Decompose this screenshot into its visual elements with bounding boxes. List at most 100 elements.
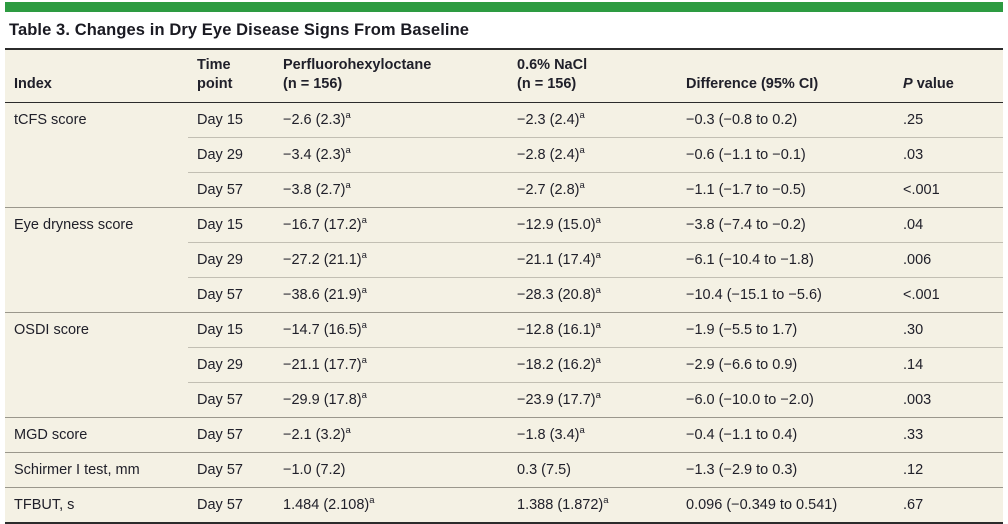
time-point-cell: Day 57 (188, 417, 274, 453)
table-row: Day 57 −29.9 (17.8)a −23.9 (17.7)a −6.0 (−1… (5, 382, 1003, 418)
p-value-cell: .25 (903, 112, 924, 128)
p-value-cell: .33 (894, 417, 1003, 453)
footnote-marker: a (579, 425, 585, 437)
index-cell: OSDI score (5, 312, 188, 418)
results-table: Index Time point Perfluorohexyloctane (n… (5, 48, 1003, 524)
header-drug: Perfluorohexyloctane (n = 156) (274, 49, 508, 103)
index-cell: TFBUT, s (5, 487, 188, 523)
table-row: MGD score Day 57 −2.1 (3.2)a −1.8 (3.4)a −0.… (5, 417, 1003, 453)
footnote-marker: a (345, 425, 351, 437)
p-value-cell: .12 (894, 452, 1003, 488)
drug-value-cell: −27.2 (21.1)a (274, 242, 508, 278)
footnote-marker: a (603, 495, 609, 507)
p-value-cell: .003 (894, 382, 1003, 418)
header-index: Index (5, 49, 188, 103)
drug-value-cell: −3.4 (2.3)a (274, 137, 508, 173)
difference-cell: −10.4 (−15.1 to −5.6) (677, 277, 894, 313)
header-row: Index Time point Perfluorohexyloctane (n… (5, 49, 1003, 103)
header-p-value: P value (894, 49, 1003, 103)
control-value-cell: −1.8 (3.4)a (508, 417, 677, 453)
control-value-cell: 0.3 (7.5) (508, 452, 677, 488)
drug-value-cell: −2.1 (3.2)a (274, 417, 508, 453)
table-row: OSDI score Day 15 −14.7 (16.5)a −12.8 (16.1… (5, 312, 1003, 418)
time-point-cell: Day 57 (188, 172, 274, 208)
index-cell: tCFS score (14, 112, 87, 128)
control-value-cell: −2.7 (2.8)a (508, 172, 677, 208)
footnote-marker: a (361, 250, 367, 262)
footnote-marker: a (579, 180, 585, 192)
time-point-cell: Day 57 (188, 277, 274, 313)
time-point-cell: Day 15 (188, 312, 274, 348)
drug-value-cell: −1.0 (7.2) (274, 452, 508, 488)
footnote-marker: a (579, 145, 585, 157)
header-time-point: Time point (188, 49, 274, 103)
footnote-marker: a (361, 285, 367, 297)
difference-cell: −6.0 (−10.0 to −2.0) (677, 382, 894, 418)
time-point-cell: Day 29 (188, 242, 274, 278)
footnote-marker: a (595, 215, 601, 227)
table-row: Day 29 −3.4 (2.3)a −2.8 (2.4)a −0.6 (−1.1 t… (5, 137, 1003, 173)
p-value-cell: <.001 (894, 172, 1003, 208)
footnote-marker: a (345, 145, 351, 157)
time-point-cell: Day 15 (188, 207, 274, 243)
difference-cell: −0.4 (−1.1 to 0.4) (677, 417, 894, 453)
time-point-cell: Day 29 (188, 347, 274, 383)
difference-cell: −1.9 (−5.5 to 1.7) (677, 312, 894, 348)
drug-value-cell: −14.7 (16.5)a (274, 312, 508, 348)
table-body: tCFS score Day 15 −2.6 (2.3)a −2.3 (2.4)a −0… (5, 103, 1003, 523)
table-row: Day 29 −21.1 (17.7)a −18.2 (16.2)a −2.9 (−6… (5, 347, 1003, 383)
time-point-cell: Day 57 (188, 382, 274, 418)
p-value-cell: .006 (894, 242, 1003, 278)
control-value-cell: −12.8 (16.1)a (508, 312, 677, 348)
control-value-cell: −2.8 (2.4)a (508, 137, 677, 173)
difference-cell: −2.9 (−6.6 to 0.9) (677, 347, 894, 383)
difference-cell: −0.3 (−0.8 to 0.2) (686, 112, 798, 128)
control-value-cell: −23.9 (17.7)a (508, 382, 677, 418)
table-row: Day 29 −27.2 (21.1)a −21.1 (17.4)a −6.1 (−1… (5, 242, 1003, 278)
drug-value-cell: 1.484 (2.108)a (274, 487, 508, 523)
control-value-cell: 1.388 (1.872)a (508, 487, 677, 523)
drug-value-cell: −38.6 (21.9)a (274, 277, 508, 313)
difference-cell: −1.1 (−1.7 to −0.5) (677, 172, 894, 208)
table-row: Schirmer I test, mm Day 57 −1.0 (7.2) 0.3 (… (5, 452, 1003, 488)
accent-bar (5, 2, 1003, 12)
footnote-marker: a (579, 110, 585, 122)
header-control: 0.6% NaCl (n = 156) (508, 49, 677, 103)
index-cell: MGD score (5, 417, 188, 453)
footnote-marker: a (361, 320, 367, 332)
p-value-cell: <.001 (894, 277, 1003, 313)
drug-value-cell: −2.6 (2.3)a (283, 110, 351, 128)
control-value-cell: −18.2 (16.2)a (508, 347, 677, 383)
footnote-marker: a (369, 495, 375, 507)
control-value-cell: −28.3 (20.8)a (508, 277, 677, 313)
control-value-cell: −21.1 (17.4)a (508, 242, 677, 278)
table-title: Table 3. Changes in Dry Eye Disease Sign… (9, 21, 470, 39)
p-value-cell: .04 (894, 207, 1003, 243)
table-row: Eye dryness score Day 15 −16.7 (17.2)a −12.… (5, 207, 1003, 313)
difference-cell: −0.6 (−1.1 to −0.1) (677, 137, 894, 173)
p-value-cell: .14 (894, 347, 1003, 383)
drug-value-cell: −3.8 (2.7)a (274, 172, 508, 208)
footnote-marker: a (595, 285, 601, 297)
control-value-cell: −12.9 (15.0)a (508, 207, 677, 243)
time-point-cell: Day 57 (188, 487, 274, 523)
table-row: Day 57 −3.8 (2.7)a −2.7 (2.8)a −1.1 (−1.7 t… (5, 172, 1003, 208)
difference-cell: −3.8 (−7.4 to −0.2) (677, 207, 894, 243)
difference-cell: 0.096 (−0.349 to 0.541) (677, 487, 894, 523)
difference-cell: −6.1 (−10.4 to −1.8) (677, 242, 894, 278)
index-cell: Schirmer I test, mm (5, 452, 188, 488)
footnote-marker: a (595, 355, 601, 367)
time-point-cell: Day 57 (188, 452, 274, 488)
footnote-marker: a (595, 390, 601, 402)
control-value-cell: −2.3 (2.4)a (517, 110, 585, 128)
table-row: Day 57 −38.6 (21.9)a −28.3 (20.8)a −10.4 (−… (5, 277, 1003, 313)
footnote-marker: a (361, 215, 367, 227)
p-value-cell: .03 (894, 137, 1003, 173)
table-header: Index Time point Perfluorohexyloctane (n… (5, 49, 1003, 103)
time-point-cell: Day 15 (197, 112, 243, 128)
footnote-marker: a (361, 390, 367, 402)
table-row: tCFS score Day 15 −2.6 (2.3)a −2.3 (2.4)a −0… (5, 103, 1003, 138)
index-cell: Eye dryness score (5, 207, 188, 313)
table-row: TFBUT, s Day 57 1.484 (2.108)a 1.388 (1.872… (5, 487, 1003, 523)
